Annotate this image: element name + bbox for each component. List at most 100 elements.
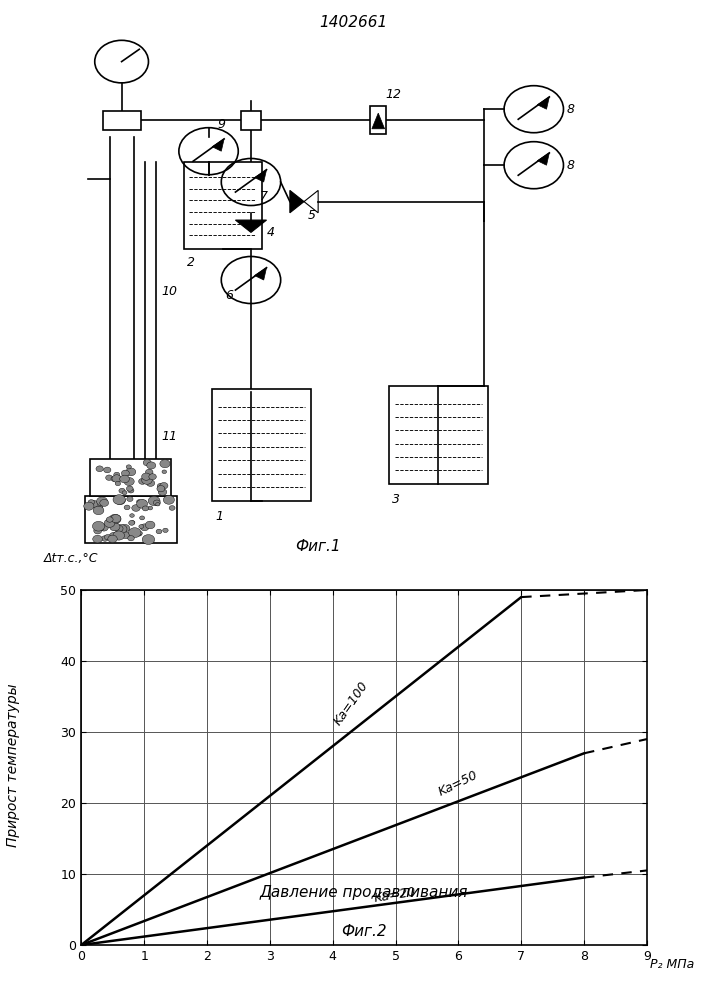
Text: 12: 12 <box>385 88 402 101</box>
Circle shape <box>141 473 151 480</box>
Text: 4: 4 <box>267 226 275 239</box>
Circle shape <box>116 525 127 533</box>
Circle shape <box>100 499 109 506</box>
Polygon shape <box>290 190 304 213</box>
Circle shape <box>122 470 129 476</box>
Circle shape <box>149 474 156 480</box>
Circle shape <box>157 486 165 492</box>
Text: 8: 8 <box>567 159 575 172</box>
Text: Прирост температуры: Прирост температуры <box>6 683 20 847</box>
Text: 3: 3 <box>392 493 400 506</box>
Circle shape <box>96 497 107 506</box>
Circle shape <box>162 470 167 474</box>
Circle shape <box>96 466 103 472</box>
Polygon shape <box>235 220 267 232</box>
Circle shape <box>100 524 108 531</box>
Circle shape <box>136 532 142 536</box>
Circle shape <box>104 519 115 527</box>
Circle shape <box>111 515 121 523</box>
Circle shape <box>129 520 135 525</box>
Circle shape <box>126 468 136 476</box>
Circle shape <box>142 506 148 511</box>
Circle shape <box>156 529 162 534</box>
Circle shape <box>122 532 130 539</box>
Circle shape <box>160 460 170 468</box>
Circle shape <box>110 523 120 531</box>
Text: Kа=100: Kа=100 <box>332 679 371 728</box>
Text: 10: 10 <box>161 285 177 298</box>
Text: 1: 1 <box>216 510 223 523</box>
Circle shape <box>139 525 144 528</box>
Circle shape <box>113 495 125 504</box>
Bar <box>85 496 177 543</box>
Text: Δtт.с.,°C: Δtт.с.,°C <box>44 552 98 565</box>
Circle shape <box>98 505 103 509</box>
Circle shape <box>105 475 112 480</box>
Text: Kа=20: Kа=20 <box>373 886 417 905</box>
Circle shape <box>119 488 125 493</box>
Text: 11: 11 <box>161 430 177 443</box>
Circle shape <box>109 532 119 540</box>
Circle shape <box>139 478 146 484</box>
Circle shape <box>136 500 141 504</box>
Circle shape <box>156 503 160 506</box>
Circle shape <box>104 467 111 473</box>
Circle shape <box>158 489 167 495</box>
Polygon shape <box>372 113 385 129</box>
Circle shape <box>122 491 127 495</box>
Text: Фиг.2: Фиг.2 <box>341 924 387 940</box>
Circle shape <box>102 536 108 541</box>
Polygon shape <box>255 170 267 182</box>
Polygon shape <box>537 153 549 165</box>
Circle shape <box>129 528 141 538</box>
Circle shape <box>115 525 123 532</box>
Circle shape <box>128 488 134 493</box>
Circle shape <box>108 535 117 543</box>
Circle shape <box>93 535 103 543</box>
Circle shape <box>93 506 104 515</box>
Circle shape <box>120 524 130 532</box>
Circle shape <box>132 505 140 511</box>
Circle shape <box>136 499 148 508</box>
Circle shape <box>139 500 146 506</box>
Circle shape <box>115 496 125 505</box>
Circle shape <box>127 486 133 491</box>
Circle shape <box>142 535 155 544</box>
Circle shape <box>83 502 94 510</box>
Circle shape <box>126 465 132 469</box>
Circle shape <box>144 459 151 466</box>
Text: Kа=50: Kа=50 <box>436 769 480 799</box>
Circle shape <box>147 462 156 469</box>
Polygon shape <box>212 139 224 151</box>
Circle shape <box>160 482 168 489</box>
Bar <box>241 111 261 130</box>
Circle shape <box>112 475 122 482</box>
Text: 6: 6 <box>226 289 233 302</box>
Circle shape <box>146 469 153 475</box>
Circle shape <box>111 476 117 482</box>
Circle shape <box>146 480 155 486</box>
Text: Фиг.1: Фиг.1 <box>296 539 341 554</box>
Circle shape <box>157 483 165 489</box>
Circle shape <box>94 528 102 534</box>
Circle shape <box>109 514 121 524</box>
Bar <box>184 162 262 249</box>
Text: 1402661: 1402661 <box>320 15 387 30</box>
Text: 8: 8 <box>567 103 575 116</box>
Circle shape <box>139 516 145 520</box>
Circle shape <box>153 500 160 506</box>
Circle shape <box>169 506 175 510</box>
Bar <box>212 389 311 501</box>
Text: P₂ МПа: P₂ МПа <box>650 958 694 971</box>
Polygon shape <box>255 268 267 280</box>
Circle shape <box>93 521 105 531</box>
Text: 9: 9 <box>218 118 226 131</box>
Circle shape <box>163 495 175 504</box>
Circle shape <box>141 476 152 484</box>
Circle shape <box>140 524 149 531</box>
Circle shape <box>106 517 113 522</box>
Circle shape <box>88 500 98 508</box>
Circle shape <box>124 478 134 486</box>
Text: 2: 2 <box>187 256 195 269</box>
Circle shape <box>105 535 111 540</box>
